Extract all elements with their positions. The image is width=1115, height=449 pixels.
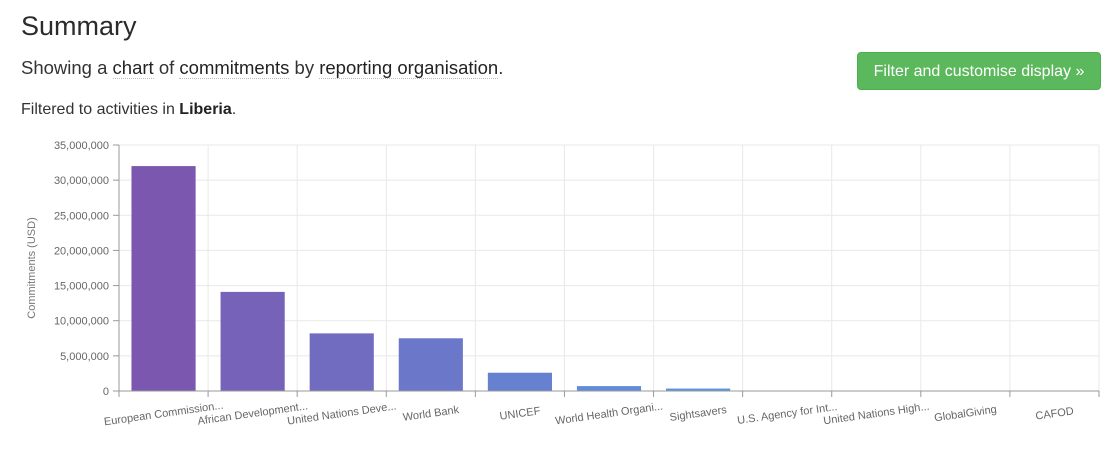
y-tick-label: 0 — [103, 386, 109, 398]
showing-of: of — [158, 57, 175, 78]
filtered-country: Liberia — [179, 101, 232, 118]
bar[interactable] — [666, 388, 731, 391]
chart-type-term[interactable]: chart — [112, 57, 154, 79]
x-tick-label: UNICEF — [499, 405, 541, 423]
x-tick-label: GlobalGiving — [933, 404, 997, 425]
page-title: Summary — [21, 11, 137, 41]
showing-by: by — [294, 57, 315, 78]
bar-chart: 0 5,000,000 10,000,000 15,000,000 20,000,000… — [26, 140, 1100, 428]
bar[interactable] — [131, 166, 196, 391]
y-tick-label: 35,000,000 — [54, 140, 109, 152]
chart-bars — [131, 166, 1087, 391]
x-axis-ticks: European Commission...African Developmen… — [103, 390, 1100, 428]
bar[interactable] — [309, 333, 374, 391]
y-tick-label: 10,000,000 — [54, 316, 109, 328]
y-tick-label: 30,000,000 — [54, 175, 109, 187]
y-tick-label: 25,000,000 — [54, 210, 109, 222]
bar[interactable] — [220, 291, 285, 391]
y-axis-ticks: 0 5,000,000 10,000,000 15,000,000 20,000,000… — [54, 140, 120, 398]
dimension-term[interactable]: reporting organisation — [319, 57, 499, 79]
x-tick-label: United Nations High... — [823, 401, 931, 428]
x-tick-label: World Health Organi... — [555, 400, 664, 427]
y-axis-label: Commitments (USD) — [26, 217, 38, 318]
filtered-suffix: . — [231, 101, 237, 118]
filter-description: Filtered to activities in Liberia. — [21, 101, 236, 119]
showing-suffix: . — [498, 57, 504, 78]
measure-term[interactable]: commitments — [179, 57, 290, 79]
filter-customise-button[interactable]: Filter and customise display » — [857, 52, 1101, 90]
bar[interactable] — [398, 338, 463, 391]
filtered-prefix: Filtered to activities in — [21, 101, 175, 118]
x-tick-label: World Bank — [402, 404, 460, 424]
showing-prefix: Showing a — [21, 57, 108, 78]
y-tick-label: 5,000,000 — [60, 351, 109, 363]
x-tick-label: CAFOD — [1035, 405, 1075, 422]
y-tick-label: 15,000,000 — [54, 281, 109, 293]
bar[interactable] — [487, 372, 552, 391]
x-tick-label: Sightsavers — [669, 404, 728, 424]
summary-description: Showing a chart of commitments by report… — [21, 57, 503, 79]
bar[interactable] — [576, 386, 642, 391]
y-tick-label: 20,000,000 — [54, 245, 109, 257]
